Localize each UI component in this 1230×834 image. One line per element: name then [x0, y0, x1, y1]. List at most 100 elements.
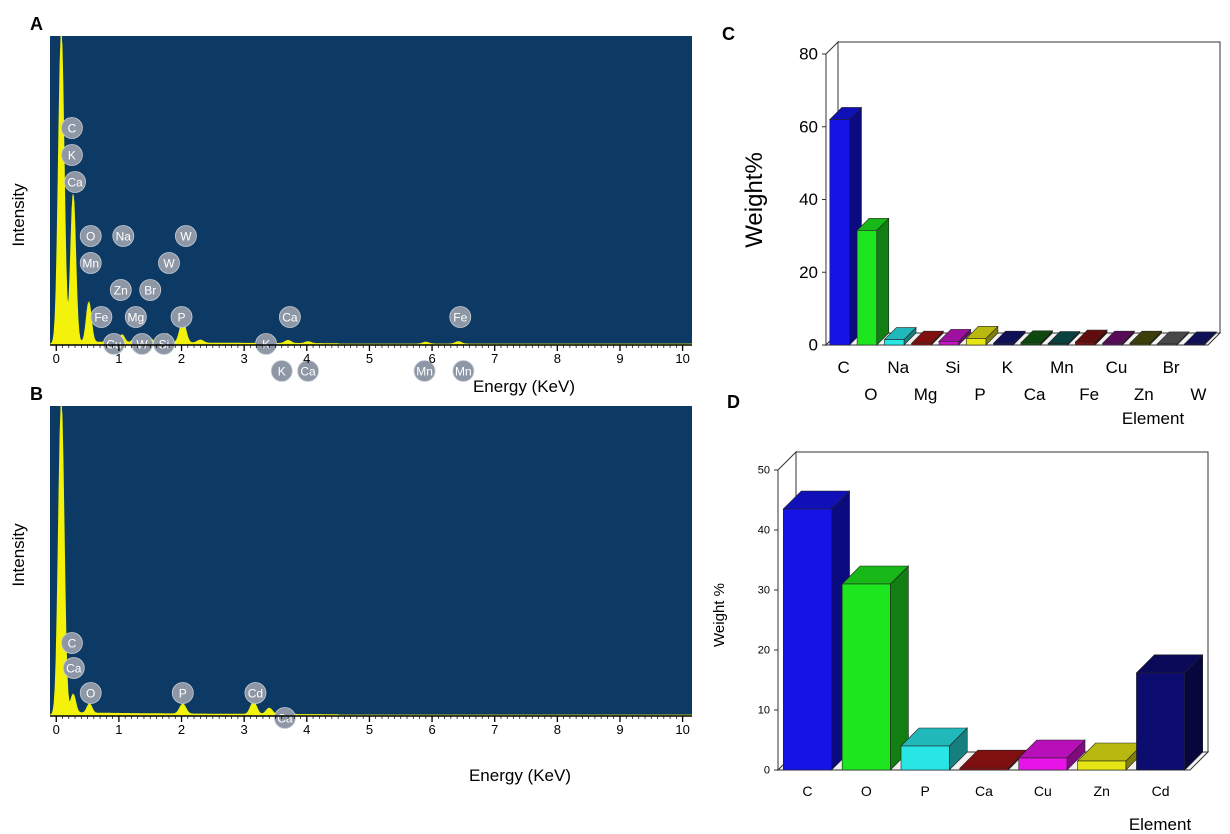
- peak-label-badge: [109, 279, 132, 301]
- bar-front: [1077, 760, 1127, 771]
- peak-label-badge: [270, 360, 293, 382]
- bar-front: [959, 767, 1009, 771]
- peak-label-badge: [273, 707, 296, 729]
- bar-front: [1156, 343, 1178, 346]
- bar-front: [900, 745, 950, 771]
- x-tick-label: 1: [115, 722, 122, 737]
- x-tick-label: 3: [241, 722, 248, 737]
- peak-label: W: [180, 230, 192, 244]
- peak-label-badge: [297, 360, 319, 382]
- bar: [1074, 329, 1108, 346]
- x-tick-label: Zn: [1134, 385, 1154, 404]
- peak-label-badge: [61, 144, 83, 166]
- x-tick-label: Ca: [1024, 385, 1046, 404]
- bar: [856, 217, 890, 346]
- x-tick-label: Mg: [914, 385, 938, 404]
- x-axis-label: Element: [1122, 409, 1185, 428]
- x-tick-label: Br: [1163, 358, 1180, 377]
- peak-label: O: [86, 230, 95, 244]
- bar-side: [876, 217, 890, 346]
- y-axis-label: Weight %: [711, 583, 728, 647]
- peak-label: Ca: [300, 365, 316, 379]
- x-tick-label: Na: [887, 358, 909, 377]
- panel-letter: A: [30, 14, 43, 34]
- bar-side: [890, 565, 909, 771]
- y-tick-label: 20: [758, 645, 770, 657]
- peak-label: Ca: [277, 712, 293, 726]
- x-tick-label: Si: [945, 358, 960, 377]
- peak-label: Cd: [248, 687, 263, 701]
- peak-label-badge: [124, 306, 147, 328]
- panel-letter: C: [722, 24, 735, 44]
- bar-front: [1018, 757, 1068, 771]
- peak-label-badge: [64, 171, 86, 193]
- bar-front: [1075, 341, 1096, 346]
- bar: [938, 328, 972, 346]
- x-tick-label: 4: [303, 722, 310, 737]
- spectrum-series: [49, 405, 692, 716]
- peak-label: Mg: [127, 311, 144, 325]
- x-tick-label: W: [1190, 385, 1206, 404]
- x-axis-label: Energy (KeV): [469, 766, 571, 785]
- x-tick-label: 2: [178, 722, 185, 737]
- y-tick-label: 30: [758, 585, 770, 597]
- peak-label-badge: [255, 333, 277, 355]
- peak-label-badge: [61, 117, 83, 139]
- x-tick-label: Ca: [975, 783, 993, 799]
- x-tick-label: 7: [491, 351, 498, 366]
- bar: [841, 565, 910, 771]
- bar-front: [1047, 343, 1069, 346]
- peak-label: Mn: [455, 365, 472, 379]
- bar-front: [856, 230, 878, 346]
- x-tick-label: Fe: [1079, 385, 1099, 404]
- x-tick-label: Cu: [1106, 358, 1128, 377]
- bar-front: [782, 508, 832, 771]
- peak-label: Zn: [114, 284, 128, 298]
- x-tick-label: 7: [491, 722, 498, 737]
- panel-d: D 0 10 20 30 40 50 C O P Ca Cu Zn Cd Element Weight %: [711, 392, 1210, 834]
- x-axis-label: Element: [1129, 815, 1192, 834]
- x-tick-label: 8: [554, 722, 561, 737]
- peak-label-badge: [79, 225, 102, 247]
- peak-label-badge: [90, 306, 113, 328]
- x-tick-label: C: [838, 358, 850, 377]
- x-tick-label: 0: [53, 722, 60, 737]
- peak-label-badge: [62, 657, 85, 679]
- peak-label: Mn: [416, 365, 433, 379]
- peak-label-badge: [153, 333, 175, 355]
- bar: [883, 326, 917, 346]
- peak-label: K: [68, 149, 76, 163]
- x-tick-label: 0: [53, 351, 60, 366]
- peak-label: Na: [116, 230, 132, 244]
- chart-back-wall: [837, 41, 1221, 334]
- x-tick-label: P: [974, 385, 985, 404]
- x-tick-label: 5: [366, 351, 373, 366]
- y-tick-label: 10: [758, 705, 770, 717]
- x-tick-label: P: [920, 783, 929, 799]
- bar-side: [1184, 654, 1204, 771]
- y-tick-label: 50: [758, 465, 770, 477]
- panel-a: ACKCaONaWWMnZnBrFeMgPSiCuWCaKKCaFeMnMn01…: [9, 14, 692, 396]
- x-tick-label: 2: [178, 351, 185, 366]
- bar: [1183, 331, 1217, 346]
- bar-front: [1136, 672, 1186, 771]
- peak-label-badge: [171, 682, 194, 704]
- panel-letter: B: [30, 384, 43, 404]
- peak-label: K: [278, 365, 286, 379]
- x-tick-label: 10: [675, 351, 689, 366]
- y-axis-label: Intensity: [9, 183, 28, 247]
- y-tick-label: 0: [809, 336, 818, 355]
- peak-label: P: [178, 311, 186, 325]
- peak-label: Br: [144, 284, 156, 298]
- y-tick-label: 80: [799, 45, 818, 64]
- y-tick-label: 0: [764, 765, 770, 777]
- x-tick-label: O: [861, 783, 872, 799]
- bar: [965, 325, 999, 346]
- bar-front: [965, 338, 987, 346]
- x-tick-label: Cd: [1152, 783, 1170, 799]
- bar-front: [1184, 343, 1205, 346]
- peak-label: Fe: [94, 311, 108, 325]
- bar: [782, 490, 851, 771]
- x-tick-label: 10: [675, 722, 689, 737]
- bar-front: [1020, 342, 1041, 346]
